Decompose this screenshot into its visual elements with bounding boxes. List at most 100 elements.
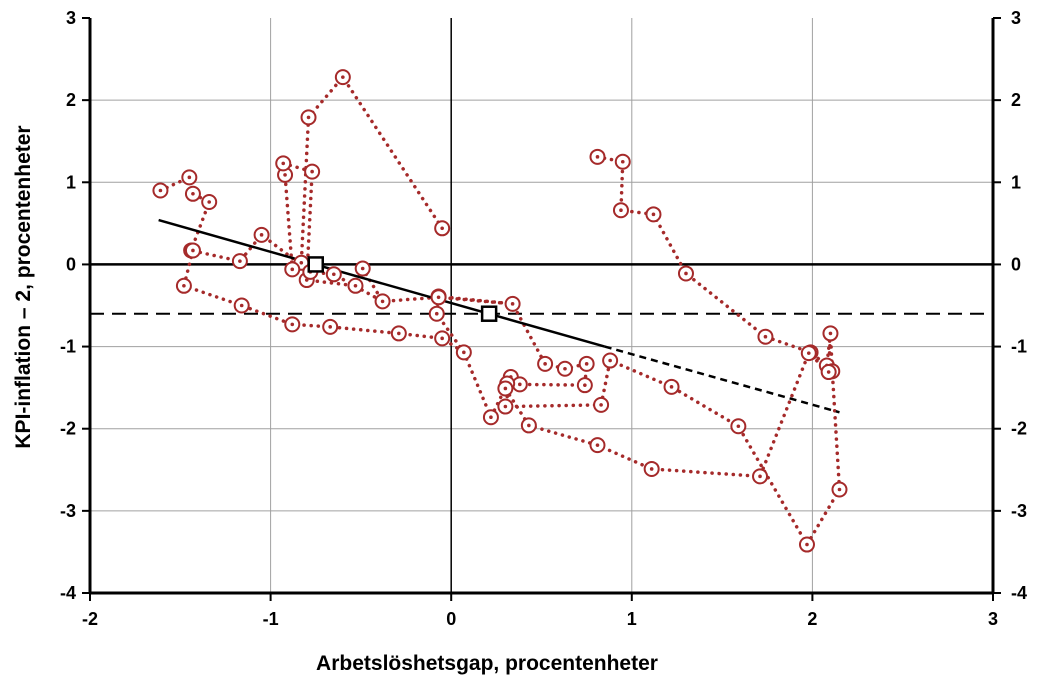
- data-point: [663, 378, 680, 395]
- data-point: [275, 155, 292, 172]
- regression-line: [158, 218, 840, 414]
- data-point-dot: [360, 266, 365, 271]
- data-point: [184, 242, 201, 259]
- x-tick-label: -1: [263, 609, 279, 629]
- data-point: [497, 398, 514, 415]
- data-point: [253, 226, 270, 243]
- data-point: [181, 169, 198, 186]
- data-point: [184, 185, 201, 202]
- data-point-dot: [380, 299, 385, 304]
- data-point: [233, 297, 250, 314]
- data-point-dot: [619, 208, 623, 213]
- data-point-dot: [332, 272, 336, 277]
- data-point: [231, 253, 248, 270]
- data-point-dot: [806, 351, 811, 355]
- y-tick-label-left: 1: [66, 172, 76, 192]
- y-tick-label-right: -2: [1011, 419, 1027, 439]
- data-point-dot: [462, 350, 466, 355]
- data-point-dot: [684, 271, 688, 276]
- y-tick-label-left: 2: [66, 90, 76, 110]
- data-point: [455, 344, 472, 361]
- data-point: [347, 277, 364, 294]
- connecting-path: [158, 174, 385, 304]
- x-axis-title: Arbetslöshetsgap, procentenheter: [316, 652, 658, 675]
- y-tick-label-right: -1: [1011, 337, 1027, 357]
- data-point: [593, 396, 610, 413]
- data-point: [589, 437, 606, 454]
- data-point-dot: [440, 336, 444, 341]
- data-point: [497, 380, 514, 397]
- data-point: [589, 148, 606, 165]
- y-tick-label-right: 1: [1011, 172, 1021, 192]
- data-point-dot: [527, 423, 531, 428]
- data-point-dot: [341, 75, 345, 79]
- zero-lines: [90, 18, 993, 593]
- data-point-dot: [828, 331, 833, 336]
- data-point-dot: [207, 200, 211, 204]
- data-point-dot: [599, 403, 603, 407]
- data-point: [201, 194, 218, 210]
- data-point-dot: [290, 267, 295, 272]
- data-point-dot: [503, 386, 508, 391]
- data-point: [677, 265, 694, 282]
- data-point-dot: [595, 443, 600, 447]
- data-point-dot: [436, 295, 441, 300]
- data-point-dot: [306, 115, 311, 120]
- key-point-square: [480, 305, 498, 322]
- tick-labels: -4 -4 -3 -3 -2 -2 -1 -1 0 0 1 1 2 2 3 3 -2 -1 0 1 2 3: [60, 8, 1027, 629]
- data-point: [334, 69, 351, 86]
- y-tick-label-left: 3: [66, 8, 76, 28]
- data-point: [798, 536, 815, 553]
- data-point: [537, 355, 554, 372]
- data-point-dot: [191, 191, 195, 196]
- data-point-dot: [563, 366, 567, 371]
- data-point: [284, 261, 301, 278]
- data-point: [800, 345, 817, 362]
- data-point-dot: [353, 283, 358, 288]
- y-tick-label-left: 0: [66, 254, 76, 274]
- y-tick-label-right: 0: [1011, 254, 1021, 274]
- data-point-dot: [397, 331, 401, 336]
- data-point-dot: [281, 161, 286, 166]
- y-tick-label-right: -4: [1011, 583, 1027, 603]
- connecting-path: [281, 74, 515, 306]
- y-tick-label-left: -4: [60, 583, 76, 603]
- data-point-dot: [510, 302, 515, 306]
- data-point: [322, 318, 339, 335]
- y-tick-label-left: -1: [60, 337, 76, 357]
- regression-solid: [158, 218, 606, 348]
- data-point: [556, 360, 573, 377]
- data-point-dot: [489, 415, 493, 420]
- data-point-dot: [158, 188, 163, 193]
- data-point-dot: [837, 487, 842, 492]
- data-point-dot: [440, 226, 444, 231]
- data-point-dot: [191, 248, 195, 253]
- y-tick-label-left: -3: [60, 501, 76, 521]
- data-point-dot: [826, 370, 831, 374]
- data-point: [602, 352, 619, 369]
- data-point-dot: [310, 169, 314, 174]
- x-tick-label: -2: [82, 609, 98, 629]
- x-tick-label: 2: [807, 609, 817, 629]
- data-point: [428, 305, 445, 322]
- data-point: [645, 206, 662, 223]
- gridlines: [90, 18, 993, 593]
- data-point: [822, 325, 839, 342]
- data-point-dot: [651, 212, 656, 217]
- data-point-dot: [669, 385, 674, 389]
- data-point-dot: [649, 467, 654, 471]
- x-tick-label: 0: [446, 609, 456, 629]
- data-point: [820, 364, 837, 381]
- data-point-dot: [518, 382, 522, 387]
- data-point: [752, 468, 769, 485]
- data-point-dot: [239, 303, 244, 308]
- data-point: [511, 376, 528, 393]
- data-point: [612, 202, 629, 219]
- data-point-dot: [182, 283, 186, 288]
- axes: [82, 17, 1001, 601]
- y-tick-label-right: 2: [1011, 90, 1021, 110]
- data-markers: [152, 69, 848, 553]
- data-point: [152, 182, 169, 199]
- connecting-path: [434, 155, 842, 548]
- y-tick-label-right: -3: [1011, 501, 1027, 521]
